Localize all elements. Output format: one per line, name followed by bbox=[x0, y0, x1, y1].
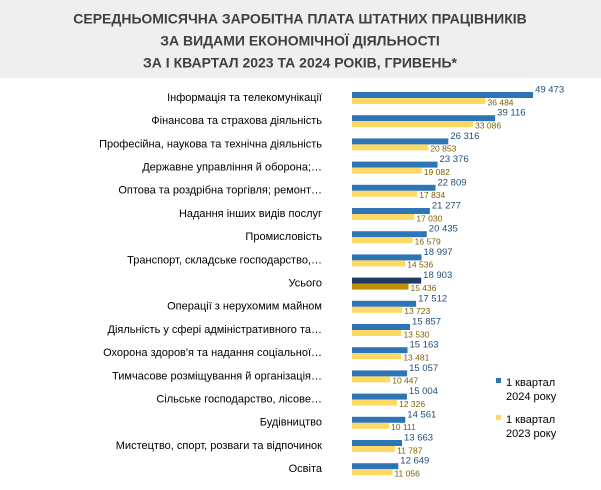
value-label: 22 809 bbox=[437, 177, 466, 188]
bar bbox=[352, 190, 418, 197]
legend-entry: 1 квартал 2024 року bbox=[506, 377, 557, 403]
category-label: Будівництво bbox=[260, 417, 322, 429]
category-label: Діяльність у сфері адміністративного та… bbox=[108, 324, 322, 336]
bar bbox=[352, 237, 413, 244]
category-label: Фінансова та страхова діяльність bbox=[151, 115, 322, 127]
category-label: Оптова та роздрібна торгівля; ремонт… bbox=[118, 185, 322, 197]
value-label: 15 436 bbox=[410, 283, 436, 293]
category-label: Охорона здоров'я та надання соціальної… bbox=[103, 347, 322, 359]
bar bbox=[352, 92, 534, 98]
category-label: Сільське господарство, лісове… bbox=[156, 394, 322, 406]
category-label: Операції з нерухомим майном bbox=[167, 301, 322, 313]
value-label: 10 111 bbox=[391, 422, 416, 432]
value-label: 12 326 bbox=[399, 399, 425, 409]
bar bbox=[352, 208, 430, 214]
value-label: 20 853 bbox=[430, 144, 456, 154]
bar bbox=[352, 167, 422, 174]
category-label: Мистецтво, спорт, розваги та відпочинок bbox=[116, 440, 322, 452]
bar bbox=[352, 121, 474, 128]
value-label: 12 649 bbox=[400, 456, 429, 467]
category-label: Освіта bbox=[289, 463, 323, 475]
bar bbox=[352, 440, 403, 446]
value-label: 14 561 bbox=[407, 409, 436, 420]
bar bbox=[352, 353, 402, 360]
bar bbox=[352, 446, 396, 452]
value-label: 14 536 bbox=[407, 260, 433, 270]
value-label: 13 481 bbox=[403, 352, 429, 362]
value-label: 11 787 bbox=[397, 445, 423, 455]
category-label: Інформація та телекомунікації bbox=[167, 92, 322, 104]
bar bbox=[352, 399, 398, 406]
category-label: Державне управління й оборона;… bbox=[142, 162, 322, 174]
bar bbox=[352, 254, 422, 261]
bar bbox=[352, 115, 496, 122]
bar bbox=[352, 214, 415, 220]
category-label: Професійна, наукова та технічна діяльніс… bbox=[99, 138, 322, 150]
bar bbox=[352, 138, 449, 145]
bar bbox=[352, 277, 422, 284]
bar bbox=[352, 306, 403, 313]
value-label: 17 030 bbox=[416, 213, 442, 223]
value-label: 13 530 bbox=[404, 329, 430, 339]
bar bbox=[352, 231, 427, 238]
bar bbox=[352, 370, 408, 377]
bar bbox=[352, 347, 408, 354]
value-label: 10 447 bbox=[392, 376, 418, 386]
chart-title: ЗА І КВАРТАЛ 2023 ТА 2024 РОКІВ, ГРИВЕНЬ… bbox=[143, 55, 457, 71]
bar bbox=[352, 469, 393, 476]
bar bbox=[352, 161, 438, 168]
value-label: 16 579 bbox=[415, 236, 441, 246]
bar bbox=[352, 300, 417, 307]
bar bbox=[352, 393, 407, 400]
value-label: 20 435 bbox=[429, 224, 458, 235]
value-label: 15 163 bbox=[409, 340, 438, 351]
category-label: Усього bbox=[289, 278, 323, 290]
category-label: Промисловість bbox=[245, 231, 322, 243]
category-label: Транспорт, складське господарство,… bbox=[127, 254, 322, 266]
category-label: Надання інших видів послуг bbox=[179, 208, 322, 220]
value-label: 39 116 bbox=[497, 108, 525, 119]
value-label: 36 484 bbox=[488, 97, 514, 107]
bar bbox=[352, 184, 436, 191]
value-label: 17 512 bbox=[418, 293, 447, 304]
value-label: 23 376 bbox=[440, 154, 469, 165]
value-label: 18 903 bbox=[423, 270, 452, 281]
value-label: 13 663 bbox=[404, 433, 433, 444]
value-label: 21 277 bbox=[432, 201, 461, 212]
bar bbox=[352, 422, 390, 429]
bar bbox=[352, 463, 399, 470]
bar bbox=[352, 283, 409, 290]
value-label: 18 997 bbox=[424, 247, 453, 258]
chart-title: СЕРЕДНЬОМІСЯЧНА ЗАРОБІТНА ПЛАТА ШТАТНИХ … bbox=[73, 11, 526, 27]
bar bbox=[352, 98, 486, 104]
bar bbox=[352, 330, 402, 336]
title-band bbox=[0, 0, 601, 78]
value-label: 15 004 bbox=[409, 386, 438, 397]
value-label: 33 086 bbox=[475, 120, 501, 130]
legend-swatch bbox=[496, 415, 501, 420]
bar bbox=[352, 376, 391, 383]
chart-title: ЗА ВИДАМИ ЕКОНОМІЧНОЇ ДІЯЛЬНОСТІ bbox=[160, 33, 440, 49]
legend-swatch bbox=[496, 378, 501, 383]
legend-entry: 1 квартал 2023 року bbox=[506, 414, 557, 440]
value-label: 15 057 bbox=[409, 363, 438, 374]
value-label: 49 473 bbox=[535, 85, 564, 96]
value-label: 15 857 bbox=[412, 317, 441, 328]
bar bbox=[352, 324, 411, 330]
bar bbox=[352, 144, 429, 151]
value-label: 19 082 bbox=[424, 167, 450, 177]
bar bbox=[352, 260, 406, 267]
bar bbox=[352, 416, 406, 423]
value-label: 11 056 bbox=[394, 468, 420, 478]
value-label: 17 834 bbox=[419, 190, 445, 200]
value-label: 26 316 bbox=[450, 131, 479, 142]
value-label: 13 723 bbox=[404, 306, 430, 316]
category-label: Тимчасове розміщування й організація… bbox=[112, 370, 322, 382]
